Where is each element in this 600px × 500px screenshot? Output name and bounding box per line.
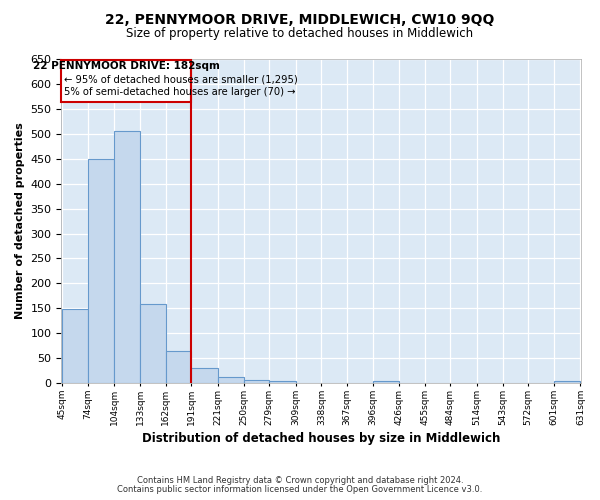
Text: Contains public sector information licensed under the Open Government Licence v3: Contains public sector information licen…	[118, 485, 482, 494]
Bar	[269, 380, 296, 383]
Bar	[554, 380, 580, 383]
Text: 22 PENNYMOOR DRIVE: 182sqm: 22 PENNYMOOR DRIVE: 182sqm	[33, 62, 220, 72]
Text: 5% of semi-detached houses are larger (70) →: 5% of semi-detached houses are larger (7…	[64, 88, 296, 98]
Text: Size of property relative to detached houses in Middlewich: Size of property relative to detached ho…	[127, 28, 473, 40]
Bar	[373, 380, 399, 383]
FancyBboxPatch shape	[61, 60, 191, 102]
Bar	[88, 158, 115, 383]
Bar	[62, 310, 88, 383]
Text: ← 95% of detached houses are smaller (1,295): ← 95% of detached houses are smaller (1,…	[64, 75, 298, 85]
Bar	[166, 350, 191, 383]
Bar	[115, 132, 140, 383]
Bar	[191, 368, 218, 383]
X-axis label: Distribution of detached houses by size in Middlewich: Distribution of detached houses by size …	[142, 432, 500, 445]
Bar	[218, 376, 244, 383]
Bar	[244, 380, 269, 383]
Text: 22, PENNYMOOR DRIVE, MIDDLEWICH, CW10 9QQ: 22, PENNYMOOR DRIVE, MIDDLEWICH, CW10 9Q…	[106, 12, 494, 26]
Y-axis label: Number of detached properties: Number of detached properties	[15, 122, 25, 320]
Bar	[140, 304, 166, 383]
Text: Contains HM Land Registry data © Crown copyright and database right 2024.: Contains HM Land Registry data © Crown c…	[137, 476, 463, 485]
